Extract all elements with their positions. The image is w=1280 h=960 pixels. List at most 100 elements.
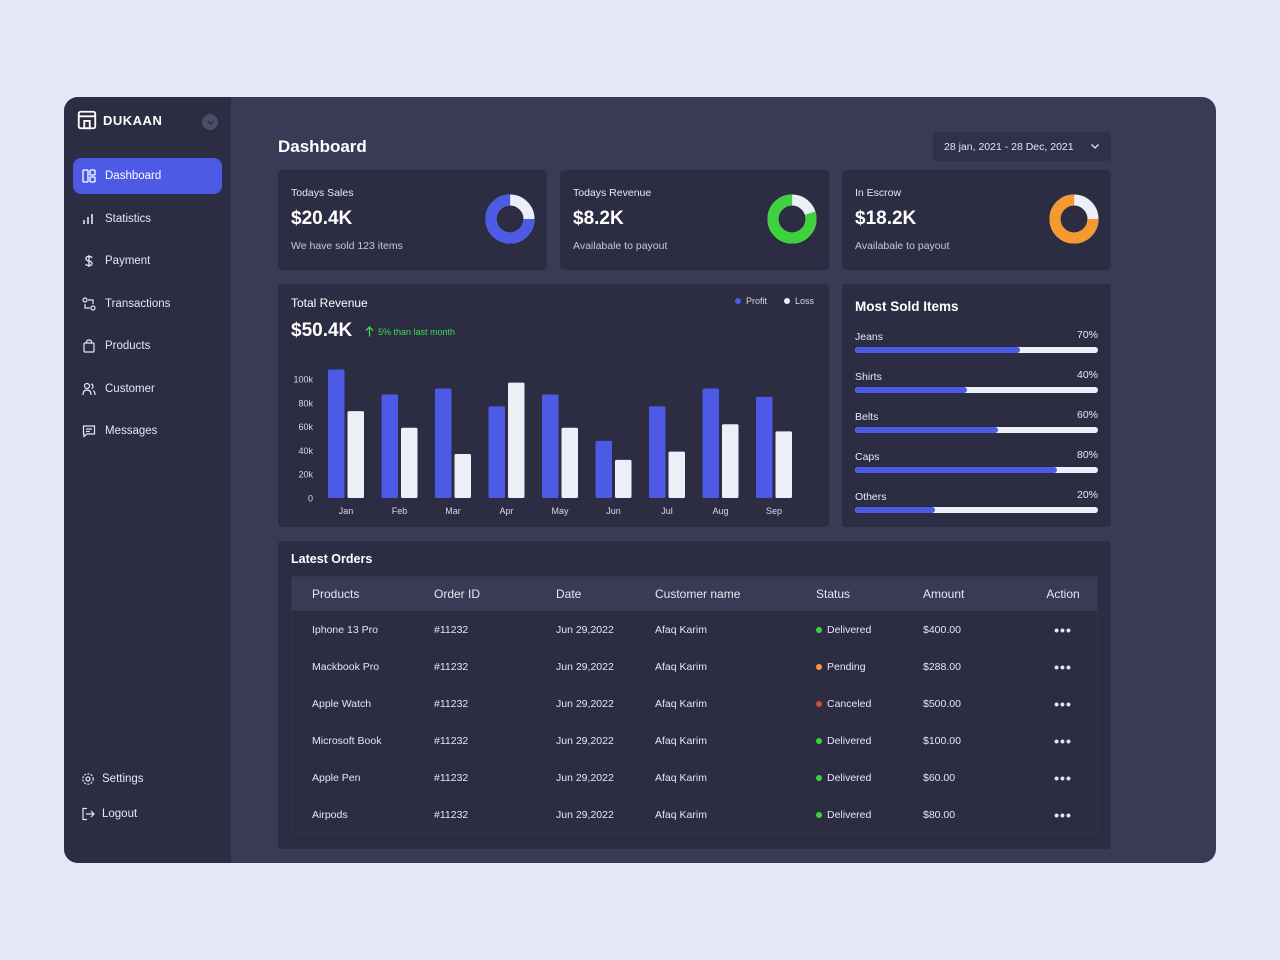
latest-orders-title: Latest Orders	[291, 552, 373, 566]
sold-item-name: Caps	[855, 451, 880, 463]
legend-loss[interactable]: Loss	[783, 296, 814, 306]
stat-label: Todays Sales	[291, 187, 354, 199]
cell-order-id: #11232	[434, 697, 469, 710]
status-text: Delivered	[827, 734, 872, 747]
sold-item-caps: Caps 80%	[855, 449, 1098, 489]
sidebar-bottom-nav: Settings Logout	[81, 769, 144, 839]
sold-item-name: Jeans	[855, 331, 884, 343]
collapse-button[interactable]	[202, 114, 218, 130]
y-tick-label: 80k	[298, 398, 313, 408]
sidebar-item-label: Transactions	[105, 297, 171, 310]
cell-date: Jun 29,2022	[556, 697, 614, 710]
loss-bar-mar	[454, 453, 471, 498]
store-icon	[77, 110, 97, 130]
x-tick-label: Jan	[339, 506, 354, 516]
more-actions-button[interactable]: •••	[1054, 769, 1072, 786]
column-header-status[interactable]: Status	[816, 587, 851, 601]
sold-item-belts: Belts 60%	[855, 409, 1098, 449]
more-actions-button[interactable]: •••	[1054, 806, 1072, 823]
sidebar-item-transactions[interactable]: Transactions	[73, 286, 222, 322]
cell-amount: $400.00	[923, 623, 961, 636]
column-header-amount[interactable]: Amount	[923, 587, 965, 601]
logout-link[interactable]: Logout	[81, 804, 144, 824]
profit-bar-apr	[488, 406, 505, 498]
revenue-donut-chart	[767, 194, 817, 244]
sidebar-item-label: Statistics	[105, 212, 152, 225]
most-sold-title: Most Sold Items	[855, 299, 959, 314]
cell-amount: $80.00	[923, 808, 956, 821]
cell-customer: Afaq Karim	[655, 808, 707, 821]
cell-product: Apple Watch	[312, 697, 372, 710]
table-row[interactable]: Microsoft Book #11232 Jun 29,2022 Afaq K…	[292, 722, 1097, 759]
table-row[interactable]: Apple Watch #11232 Jun 29,2022 Afaq Kari…	[292, 685, 1097, 722]
y-tick-label: 0	[308, 494, 313, 504]
cell-product: Iphone 13 Pro	[312, 623, 378, 636]
sold-item-percent: 80%	[1076, 449, 1098, 461]
column-header-order-id[interactable]: Order ID	[434, 587, 481, 601]
column-header-date[interactable]: Date	[556, 587, 582, 601]
sidebar-item-customer[interactable]: Customer	[73, 371, 222, 407]
sold-item-shirts: Shirts 40%	[855, 369, 1098, 409]
profit-bar-jun	[595, 440, 612, 498]
status-dot	[816, 737, 822, 744]
sold-item-jeans: Jeans 70%	[855, 329, 1098, 369]
status-text: Delivered	[827, 771, 872, 784]
more-actions-button[interactable]: •••	[1054, 732, 1072, 749]
revenue-value: $50.4K	[291, 320, 353, 341]
sold-item-percent: 40%	[1076, 369, 1098, 381]
more-actions-button[interactable]: •••	[1054, 658, 1072, 675]
revenue-change-text: 5% than last month	[378, 326, 456, 337]
main-content: Dashboard 28 jan, 2021 - 28 Dec, 2021 To…	[231, 97, 1216, 863]
chevron-down-icon	[1091, 144, 1099, 149]
cell-status: Delivered	[816, 809, 923, 821]
sold-item-progress-fill	[855, 507, 936, 513]
status-text: Delivered	[827, 808, 872, 821]
escrow-donut-chart	[1049, 194, 1099, 244]
brand-name: DUKAAN	[103, 112, 163, 128]
date-range-picker[interactable]: 28 jan, 2021 - 28 Dec, 2021	[933, 132, 1111, 161]
sidebar-item-messages[interactable]: Messages	[73, 413, 222, 449]
sold-item-progress-fill	[855, 387, 967, 393]
x-tick-label: Sep	[766, 506, 782, 516]
latest-orders-card: Latest Orders Products Order ID Date Cus…	[278, 541, 1111, 849]
legend-profit[interactable]: Profit	[734, 296, 767, 306]
more-actions-button[interactable]: •••	[1054, 621, 1072, 638]
cell-date: Jun 29,2022	[556, 808, 614, 821]
sidebar-item-payment[interactable]: Payment	[73, 243, 222, 279]
bar-chart-icon	[82, 212, 96, 226]
status-dot	[816, 700, 822, 707]
settings-link[interactable]: Settings	[81, 769, 144, 789]
cell-product: Apple Pen	[312, 771, 361, 784]
table-row[interactable]: Mackbook Pro #11232 Jun 29,2022 Afaq Kar…	[292, 648, 1097, 685]
table-header: Products Order ID Date Customer name Sta…	[292, 577, 1097, 611]
chevron-down-icon	[206, 120, 214, 125]
loss-bar-aug	[722, 424, 739, 498]
loss-bar-apr	[508, 382, 525, 498]
more-actions-button[interactable]: •••	[1054, 695, 1072, 712]
cell-customer: Afaq Karim	[655, 623, 707, 636]
sidebar-item-label: Messages	[105, 425, 158, 437]
x-tick-label: Aug	[712, 506, 728, 516]
sidebar-item-statistics[interactable]: Statistics	[73, 201, 222, 237]
status-text: Pending	[827, 660, 866, 673]
shopping-bag-icon	[82, 339, 96, 353]
cell-date: Jun 29,2022	[556, 623, 614, 636]
table-row[interactable]: Apple Pen #11232 Jun 29,2022 Afaq Karim …	[292, 759, 1097, 796]
table-row[interactable]: Airpods #11232 Jun 29,2022 Afaq Karim De…	[292, 796, 1097, 833]
sidebar-item-dashboard[interactable]: Dashboard	[73, 158, 222, 194]
sidebar-item-products[interactable]: Products	[73, 328, 222, 364]
profit-bar-may	[542, 394, 559, 498]
cell-order-id: #11232	[434, 808, 469, 821]
logout-icon	[81, 807, 95, 821]
sold-item-progress	[855, 507, 1098, 513]
status-dot	[816, 663, 822, 670]
loss-bar-sep	[775, 431, 792, 498]
table-row[interactable]: Iphone 13 Pro #11232 Jun 29,2022 Afaq Ka…	[292, 611, 1097, 648]
column-header-products[interactable]: Products	[312, 587, 360, 601]
cell-amount: $500.00	[923, 697, 961, 710]
status-text: Canceled	[827, 697, 872, 710]
settings-label: Settings	[102, 773, 144, 785]
stat-subtitle: Availabale to payout	[855, 240, 950, 252]
column-header-customer[interactable]: Customer name	[655, 587, 741, 601]
brand-logo[interactable]: DUKAAN	[76, 109, 162, 131]
